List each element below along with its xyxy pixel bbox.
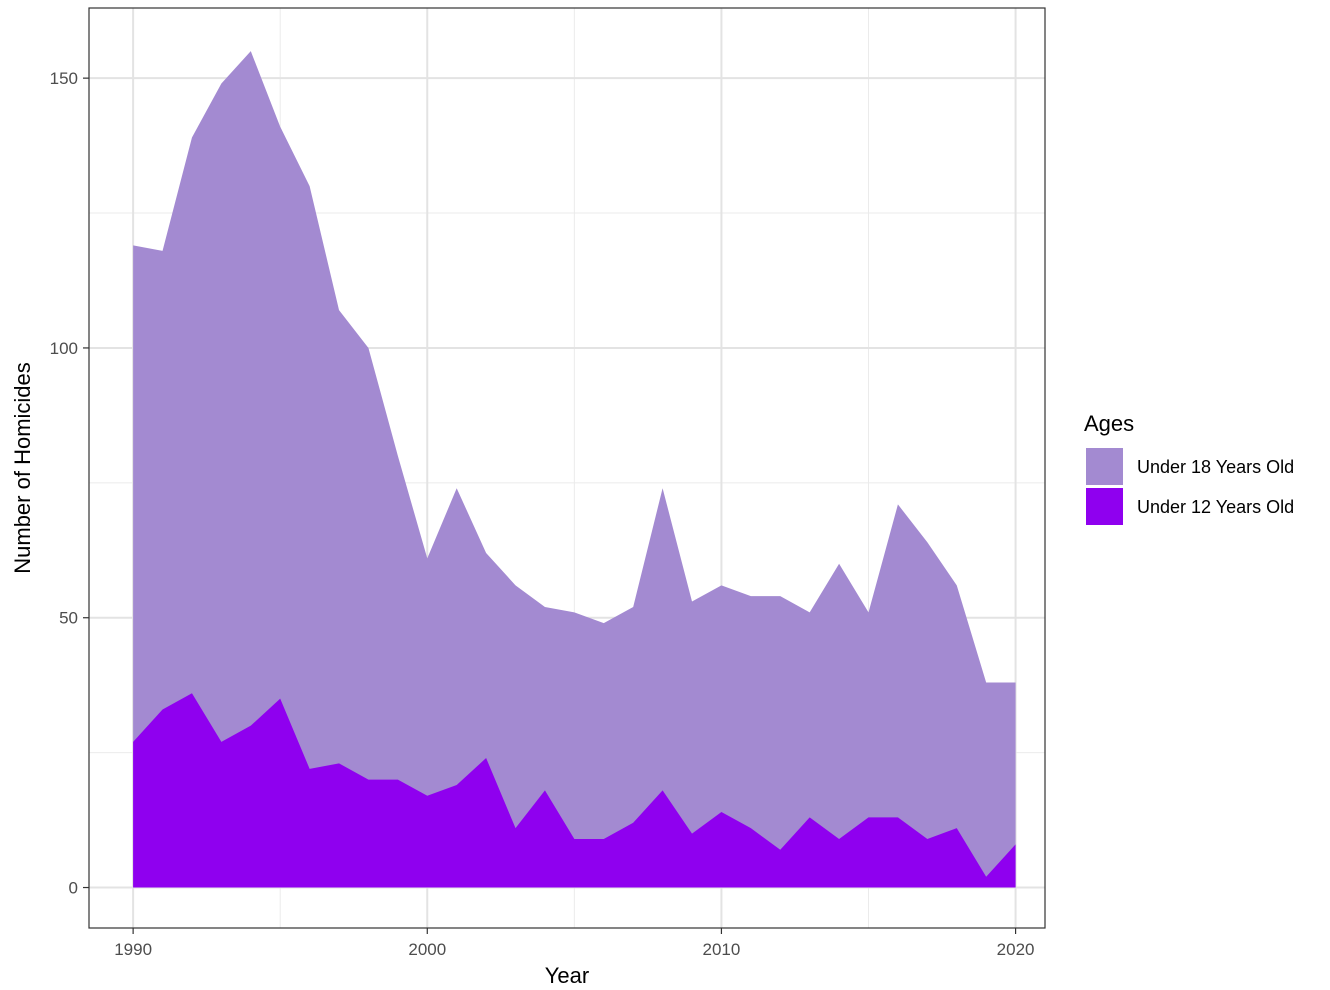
- y-axis-title: Number of Homicides: [10, 362, 35, 574]
- area-under-12-years-old: [133, 693, 1016, 888]
- legend-label-under-12: Under 12 Years Old: [1137, 497, 1294, 517]
- legend-key-under-18: [1086, 448, 1123, 485]
- y-tick-label: 0: [69, 879, 78, 898]
- x-axis-title: Year: [545, 963, 589, 988]
- y-tick-label: 100: [50, 339, 78, 358]
- x-tick-label: 1990: [114, 940, 152, 959]
- y-tick-label: 50: [59, 609, 78, 628]
- y-tick-label: 150: [50, 69, 78, 88]
- plot-border: [88, 7, 1046, 929]
- y-axis: 0 50 100 150: [50, 69, 89, 898]
- x-tick-label: 2020: [997, 940, 1035, 959]
- x-tick-label: 2000: [408, 940, 446, 959]
- area-under-18-years-old: [133, 51, 1016, 888]
- legend-title: Ages: [1084, 411, 1134, 436]
- legend: Ages Under 18 Years Old Under 12 Years O…: [1084, 411, 1294, 525]
- legend-key-under-12: [1086, 488, 1123, 525]
- legend-label-under-18: Under 18 Years Old: [1137, 457, 1294, 477]
- x-axis: 1990 2000 2010 2020: [114, 928, 1034, 959]
- area-series: [133, 51, 1016, 888]
- x-tick-label: 2010: [703, 940, 741, 959]
